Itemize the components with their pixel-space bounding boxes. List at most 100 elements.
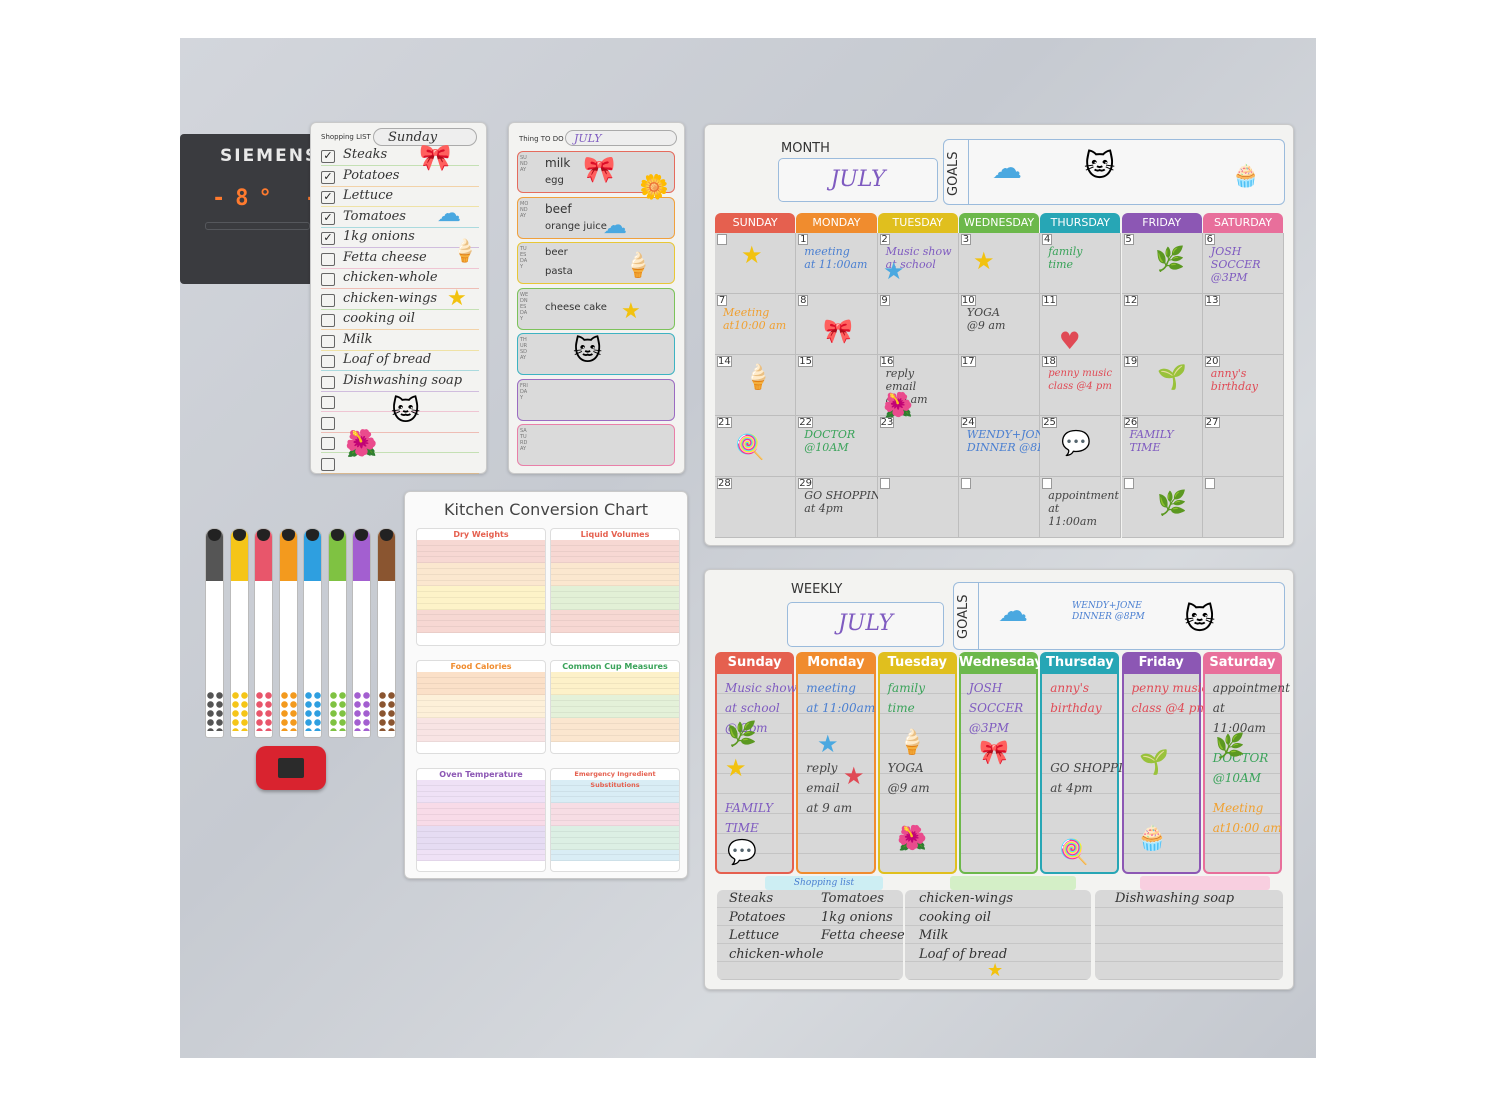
calendar-day-cell[interactable]: 4 family time [1040, 233, 1122, 294]
whiteboard-marker[interactable] [327, 528, 347, 738]
checkbox[interactable] [321, 273, 335, 286]
calendar-day-cell[interactable]: 14 [715, 355, 797, 416]
whiteboard-eraser[interactable] [256, 746, 326, 790]
weekly-shopping-item: Tomatoes [821, 891, 884, 906]
things-to-do-row: MONDAY beef orange juice [517, 196, 675, 239]
calendar-event: family time [1048, 245, 1083, 271]
month-day-header: THURSDAY [1040, 213, 1121, 233]
calendar-day-cell[interactable]: 21 [715, 416, 797, 477]
dry-weights-table: Dry Weights [416, 528, 546, 646]
checkbox[interactable] [321, 396, 335, 409]
checked-box-icon[interactable]: ✓ [321, 170, 335, 184]
chart-table-row [551, 677, 679, 684]
whiteboard-marker[interactable] [254, 528, 273, 738]
week-day-column[interactable]: penny music class @4 pm [1121, 674, 1208, 874]
shopping-list-row [321, 454, 479, 474]
chart-table-row [417, 563, 545, 569]
chart-table-row [417, 695, 545, 701]
calendar-day-cell[interactable]: 29 GO SHOPPING at 4pm [796, 477, 889, 538]
whiteboard-marker[interactable] [352, 528, 371, 738]
things-to-do-item: beef [545, 201, 572, 216]
calendar-day-cell[interactable]: 24 WENDY+JONE DINNER @8PM [958, 416, 1056, 477]
week-day-column[interactable]: Music show at school @ 2pm FAMILY TIME [715, 674, 797, 874]
chart-table-row [417, 814, 545, 821]
week-day-column[interactable]: meeting at 11:00am reply email at 9 am [796, 674, 876, 874]
calendar-day-cell[interactable] [877, 477, 959, 538]
calendar-day-number: 5 [1123, 234, 1134, 245]
calendar-day-cell[interactable] [1202, 477, 1285, 538]
calendar-day-cell[interactable]: 26 FAMILY TIME [1121, 416, 1203, 477]
checkbox[interactable] [321, 355, 335, 368]
calendar-day-cell[interactable]: 19 [1121, 355, 1203, 416]
calendar-day-cell[interactable]: 22 DOCTOR @10AM [796, 416, 878, 477]
chart-table-row [551, 580, 679, 587]
checkbox[interactable] [321, 293, 335, 307]
calendar-day-cell[interactable]: 20 anny's birthday [1202, 355, 1285, 416]
checked-box-icon[interactable]: ✓ [321, 211, 335, 225]
week-event: FAMILY TIME [725, 801, 774, 835]
calendar-day-cell[interactable]: 1 meeting at 11:00am [796, 233, 878, 294]
calendar-day-cell[interactable]: 8 [796, 294, 878, 355]
whiteboard-marker[interactable] [229, 528, 249, 738]
calendar-day-cell[interactable]: 6 JOSH SOCCER @3PM [1202, 233, 1285, 294]
calendar-day-cell[interactable]: 13 [1202, 294, 1285, 355]
shopping-list-box[interactable] [905, 890, 1091, 980]
chart-table-row [417, 597, 545, 604]
checked-box-icon[interactable]: ✓ [321, 232, 335, 245]
calendar-day-cell[interactable]: 5 [1121, 233, 1203, 294]
checkbox[interactable] [321, 457, 335, 471]
marker-tip-icon [379, 529, 393, 541]
shopping-list-box[interactable] [717, 890, 903, 980]
calendar-day-cell[interactable]: 2 Music show at school [877, 233, 959, 294]
calendar-day-cell[interactable]: 17 [958, 355, 1041, 416]
chart-table-row [417, 843, 545, 850]
calendar-day-cell[interactable] [1121, 477, 1203, 538]
checkbox[interactable] [321, 375, 335, 389]
calendar-day-cell[interactable]: 3 [958, 233, 1041, 294]
marker-tip-icon [208, 529, 221, 541]
checkbox[interactable] [321, 416, 335, 430]
checkbox[interactable] [321, 314, 335, 327]
calendar-day-cell[interactable]: 25 [1040, 416, 1122, 477]
whiteboard-marker[interactable] [205, 528, 224, 738]
bow-icon: 🎀 [419, 143, 452, 173]
checked-box-icon[interactable]: ✓ [321, 150, 335, 163]
calendar-day-cell[interactable]: 11 [1040, 294, 1122, 355]
whiteboard-marker[interactable] [303, 528, 322, 738]
calendar-day-cell[interactable]: appointment at 11:00am [1040, 477, 1122, 538]
calendar-day-number: 29 [798, 478, 814, 489]
week-day-column[interactable]: appointment at 11:00am DOCTOR @10AM Meetin… [1202, 674, 1290, 874]
calendar-day-cell[interactable]: 7 Meeting at10:00 am [715, 294, 797, 355]
shopping-list-box[interactable] [1095, 890, 1283, 980]
calendar-event: FAMILY TIME [1129, 428, 1174, 454]
fridge-brand: SIEMENS [220, 146, 320, 166]
monthly-month: JULY [830, 167, 886, 192]
checkbox[interactable] [321, 334, 335, 348]
shopping-list-item-text: 1kg onions [343, 229, 415, 244]
things-to-do-item: egg [545, 175, 564, 186]
week-day-column[interactable]: JOSH SOCCER @3PM [958, 674, 1039, 874]
shopping-green-tab [950, 876, 1076, 890]
calendar-day-number: 4 [1042, 234, 1053, 245]
calendar-day-cell[interactable]: 9 [877, 294, 959, 355]
calendar-day-cell[interactable]: 15 [796, 355, 878, 416]
calendar-day-cell[interactable]: 23 [877, 416, 959, 477]
calendar-day-cell[interactable]: 12 [1121, 294, 1203, 355]
checkbox[interactable] [321, 437, 335, 450]
calendar-day-number: 12 [1123, 295, 1139, 306]
marker-cap [328, 529, 346, 581]
calendar-day-cell[interactable]: 16 reply email at 9 am [877, 355, 959, 416]
week-day-column[interactable]: anny's birthday GO SHOPPING at 4pm [1040, 674, 1143, 874]
checked-box-icon[interactable]: ✓ [321, 191, 335, 204]
whiteboard-marker[interactable] [376, 528, 396, 738]
chart-table-row [417, 568, 545, 575]
whiteboard-marker[interactable] [278, 528, 298, 738]
calendar-day-cell[interactable]: 28 [715, 477, 797, 538]
week-day-column[interactable]: family time YOGA @9 am [877, 674, 957, 874]
calendar-day-cell[interactable]: 18 penny music class @4 pm [1040, 355, 1122, 416]
calendar-day-cell[interactable] [715, 233, 797, 294]
calendar-day-cell[interactable]: 10 YOGA @9 am [958, 294, 1041, 355]
checkbox[interactable] [321, 252, 335, 266]
calendar-day-cell[interactable]: 27 [1202, 416, 1285, 477]
calendar-day-cell[interactable] [958, 477, 1041, 538]
